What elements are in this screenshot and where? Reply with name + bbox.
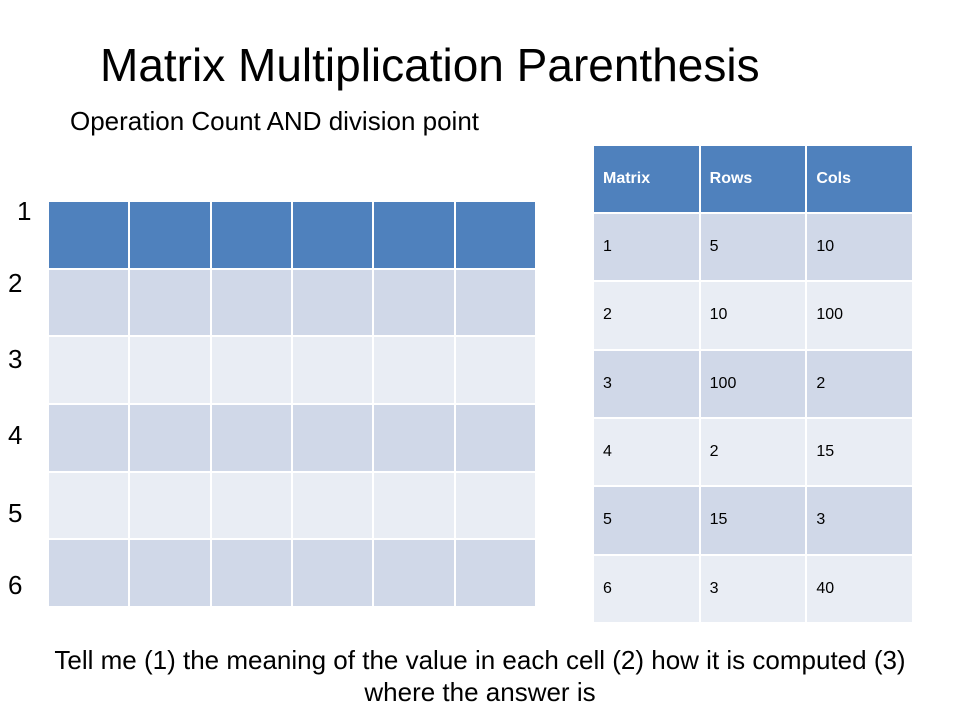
grid-row xyxy=(46,402,538,473)
grid-cell xyxy=(372,335,456,405)
grid-cell xyxy=(128,470,212,541)
grid-cell xyxy=(453,470,538,541)
grid-cell xyxy=(372,470,456,541)
cell-cols: 100 xyxy=(805,280,914,351)
cell-rows: 100 xyxy=(698,348,808,419)
cell-cols: 40 xyxy=(805,553,914,625)
table-row: 5 15 3 xyxy=(592,485,914,556)
grid-cell xyxy=(372,538,456,608)
table-row: 1 5 10 xyxy=(592,211,914,283)
header-rows: Rows xyxy=(698,144,808,214)
grid-row-label-4: 4 xyxy=(8,420,23,450)
cell-rows: 2 xyxy=(698,416,808,488)
table-row: 3 100 2 xyxy=(592,348,914,419)
grid-row-label-3: 3 xyxy=(8,344,23,374)
grid-cell xyxy=(46,200,131,270)
grid-cell xyxy=(128,335,212,405)
slide-footer-question: Tell me (1) the meaning of the value in … xyxy=(54,645,906,707)
grid-cell xyxy=(372,402,456,473)
grid-cell xyxy=(209,335,293,405)
grid-cell xyxy=(453,200,538,270)
grid-row xyxy=(46,335,538,405)
matrix-table-header-row: Matrix Rows Cols xyxy=(592,144,914,214)
grid-cell xyxy=(128,200,212,270)
grid-cell xyxy=(290,335,375,405)
grid-row-label-1: 1 xyxy=(17,196,32,226)
cell-cols: 15 xyxy=(805,416,914,488)
slide-subtitle: Operation Count AND division point xyxy=(70,106,480,136)
grid-cell xyxy=(128,538,212,608)
grid-row-label-6: 6 xyxy=(8,570,23,600)
cell-rows: 10 xyxy=(698,280,808,351)
cell-rows: 15 xyxy=(698,485,808,556)
header-matrix: Matrix xyxy=(592,144,701,214)
grid-cell xyxy=(209,267,293,338)
slide-title: Matrix Multiplication Parenthesis xyxy=(100,39,760,91)
grid-cell xyxy=(453,538,538,608)
grid-row xyxy=(46,470,538,541)
matrix-dimensions-table: Matrix Rows Cols 1 5 10 2 10 100 3 100 2… xyxy=(592,144,914,625)
cell-cols: 3 xyxy=(805,485,914,556)
grid-cell xyxy=(372,267,456,338)
grid-cell xyxy=(209,200,293,270)
grid-row xyxy=(46,538,538,608)
grid-cell xyxy=(209,402,293,473)
cell-matrix: 3 xyxy=(592,348,701,419)
cell-matrix: 5 xyxy=(592,485,701,556)
cell-cols: 10 xyxy=(805,211,914,283)
cell-rows: 5 xyxy=(698,211,808,283)
cell-matrix: 2 xyxy=(592,280,701,351)
operation-count-grid xyxy=(46,200,538,608)
header-cols: Cols xyxy=(805,144,914,214)
grid-cell xyxy=(209,538,293,608)
grid-cell xyxy=(46,335,131,405)
grid-cell xyxy=(453,267,538,338)
grid-cell xyxy=(46,267,131,338)
cell-matrix: 1 xyxy=(592,211,701,283)
grid-cell xyxy=(290,538,375,608)
grid-cell xyxy=(209,470,293,541)
cell-matrix: 4 xyxy=(592,416,701,488)
grid-row-label-2: 2 xyxy=(8,268,23,298)
grid-cell xyxy=(453,335,538,405)
grid-cell xyxy=(46,402,131,473)
grid-cell xyxy=(290,267,375,338)
table-row: 2 10 100 xyxy=(592,280,914,351)
grid-cell xyxy=(290,402,375,473)
table-row: 6 3 40 xyxy=(592,553,914,625)
grid-row-label-5: 5 xyxy=(8,498,23,528)
grid-cell xyxy=(128,267,212,338)
grid-cell xyxy=(372,200,456,270)
grid-row xyxy=(46,267,538,338)
table-row: 4 2 15 xyxy=(592,416,914,488)
cell-matrix: 6 xyxy=(592,553,701,625)
grid-cell xyxy=(453,402,538,473)
grid-header-row xyxy=(46,200,538,270)
cell-cols: 2 xyxy=(805,348,914,419)
grid-cell xyxy=(290,200,375,270)
grid-cell xyxy=(46,538,131,608)
grid-cell xyxy=(128,402,212,473)
grid-cell xyxy=(290,470,375,541)
grid-cell xyxy=(46,470,131,541)
cell-rows: 3 xyxy=(698,553,808,625)
